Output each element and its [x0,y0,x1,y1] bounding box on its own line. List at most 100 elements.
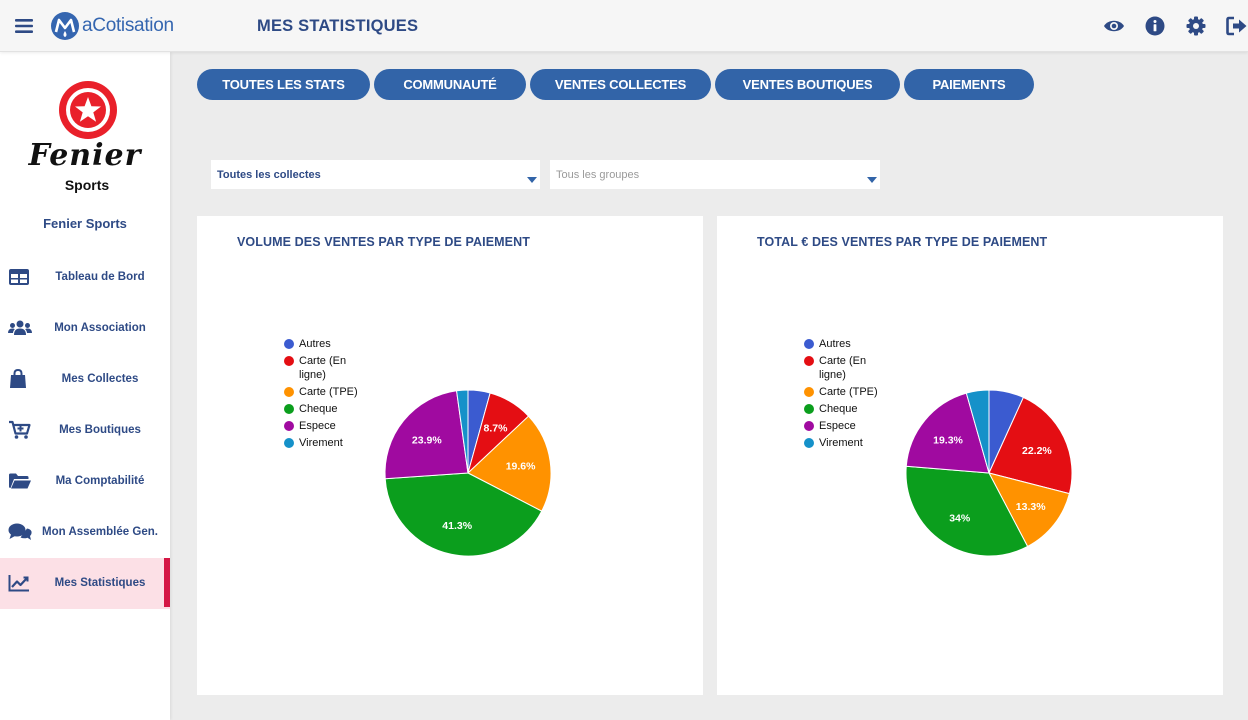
pie-data-label: 23.9% [412,435,442,447]
chart-card-volume: VOLUME DES VENTES PAR TYPE DE PAIEMENT A… [197,216,703,695]
tab-paiements[interactable]: PAIEMENTS [904,69,1034,100]
chevron-down-icon [867,171,877,183]
sidebar-nav: Tableau de Bord Mon Association Mes Coll… [0,252,170,609]
legend-swatch [284,421,294,431]
brand-name: aCotisation [82,15,174,36]
legend-swatch [804,421,814,431]
hamburger-menu-icon[interactable] [14,16,34,36]
chart-card-total: TOTAL € DES VENTES PAR TYPE DE PAIEMENT … [717,216,1223,695]
org-logo-name: Fenier [28,138,142,173]
legend-item[interactable]: Cheque [804,402,881,416]
legend-item[interactable]: Cheque [284,402,361,416]
sidebar-item-tableau-de-bord[interactable]: Tableau de Bord [0,252,170,303]
info-icon[interactable] [1144,15,1166,37]
sidebar-item-label: Mon Assemblée Gen. [42,526,158,538]
chat-icon [8,522,32,542]
chart-title: VOLUME DES VENTES PAR TYPE DE PAIEMENT [237,235,530,249]
legend-swatch [284,356,294,366]
sidebar-item-mes-collectes[interactable]: Mes Collectes [0,354,170,405]
gear-icon[interactable] [1185,15,1207,37]
collectes-select-value: Toutes les collectes [217,169,321,181]
brand-logo[interactable]: aCotisation [50,11,174,41]
legend-swatch [284,438,294,448]
top-bar: aCotisation MES STATISTIQUES [0,0,1248,52]
sidebar-item-label: Mes Boutiques [59,424,141,436]
cart-icon [8,420,31,440]
groupes-select-placeholder: Tous les groupes [556,169,640,181]
sidebar-item-mon-association[interactable]: Mon Association [0,303,170,354]
legend-swatch [284,339,294,349]
groupes-select[interactable]: Tous les groupes [549,159,881,190]
sidebar: Fenier Sports Fenier Sports Tableau de B… [0,52,170,720]
legend-item[interactable]: Autres [284,337,361,351]
legend-label: Espece [299,420,336,432]
legend-label: Carte (En ligne) [299,355,347,381]
pie-slice-cheque[interactable] [905,465,1029,557]
pie-slice-carte-tpe[interactable] [467,415,552,512]
pie-data-label: 22.2% [1022,445,1052,457]
sidebar-item-label: Mes Statistiques [54,577,146,589]
logout-icon[interactable] [1226,15,1248,37]
sidebar-item-mes-statistiques[interactable]: Mes Statistiques [0,558,170,609]
sidebar-item-label: Ma Comptabilité [55,475,145,487]
legend-label: Cheque [819,403,858,415]
org-logo-sub: Sports [64,177,110,193]
legend-item[interactable]: Espece [284,419,361,433]
collectes-select[interactable]: Toutes les collectes [210,159,541,190]
tab-toutes-les-stats[interactable]: TOUTES LES STATS [197,69,370,100]
bag-icon [8,368,30,389]
legend-label: Espece [819,420,856,432]
legend-swatch [804,339,814,349]
legend-label: Cheque [299,403,338,415]
legend-swatch [804,404,814,414]
tab-communaute[interactable]: COMMUNAUTÉ [374,69,526,100]
legend-label: Carte (En ligne) [819,355,867,381]
chart-title: TOTAL € DES VENTES PAR TYPE DE PAIEMENT [757,235,1048,249]
sidebar-item-mon-assemblee-gen[interactable]: Mon Assemblée Gen. [0,507,170,558]
legend-label: Autres [819,338,851,350]
legend-swatch [284,387,294,397]
pie-data-label: 34% [949,512,971,524]
legend-item[interactable]: Virement [804,436,881,450]
legend-label: Autres [299,338,331,350]
tab-ventes-collectes[interactable]: VENTES COLLECTES [530,69,711,100]
stats-tabs: TOUTES LES STATS COMMUNAUTÉ VENTES COLLE… [197,69,1038,100]
pie-slice-carte-en-ligne[interactable] [988,396,1073,495]
chart-legend: Autres Carte (En ligne) Carte (TPE) Cheque E… [804,337,881,453]
sidebar-item-label: Tableau de Bord [55,271,145,283]
pie-slice-virement[interactable] [455,389,469,474]
pie-slice-virement[interactable] [965,389,990,474]
legend-item[interactable]: Carte (En ligne) [804,354,881,382]
pie-slice-cheque[interactable] [384,472,543,557]
pie-slice-carte-tpe[interactable] [988,472,1070,548]
legend-item[interactable]: Carte (TPE) [804,385,881,399]
org-name: Fenier Sports [43,216,127,231]
dashboard-icon [8,267,30,287]
brand-m-icon [51,12,79,40]
pie-data-label: 19.3% [933,434,963,446]
legend-item[interactable]: Carte (En ligne) [284,354,361,382]
tab-ventes-boutiques[interactable]: VENTES BOUTIQUES [715,69,900,100]
sidebar-item-mes-boutiques[interactable]: Mes Boutiques [0,405,170,456]
chart-legend: Autres Carte (En ligne) Carte (TPE) Cheque E… [284,337,361,453]
sidebar-item-label: Mes Collectes [61,373,139,385]
legend-swatch [284,404,294,414]
sidebar-item-ma-comptabilite[interactable]: Ma Comptabilité [0,456,170,507]
chevron-down-icon [527,171,537,183]
org-logo: Fenier Sports [0,76,170,196]
folder-icon [8,471,31,491]
pie-chart-volume: 8.7% 19.6% 41.3% 23.9% [384,389,552,557]
eye-icon[interactable] [1103,15,1125,37]
pie-data-label: 19.6% [506,461,536,473]
legend-item[interactable]: Espece [804,419,881,433]
legend-item[interactable]: Autres [804,337,881,351]
chart-icon [8,573,30,593]
pie-slice-espece[interactable] [384,390,469,480]
legend-item[interactable]: Virement [284,436,361,450]
page-title: MES STATISTIQUES [257,17,419,35]
legend-label: Virement [819,437,863,449]
users-icon [8,318,32,338]
pie-slice-espece[interactable] [905,392,990,474]
legend-item[interactable]: Carte (TPE) [284,385,361,399]
legend-label: Carte (TPE) [299,386,358,398]
